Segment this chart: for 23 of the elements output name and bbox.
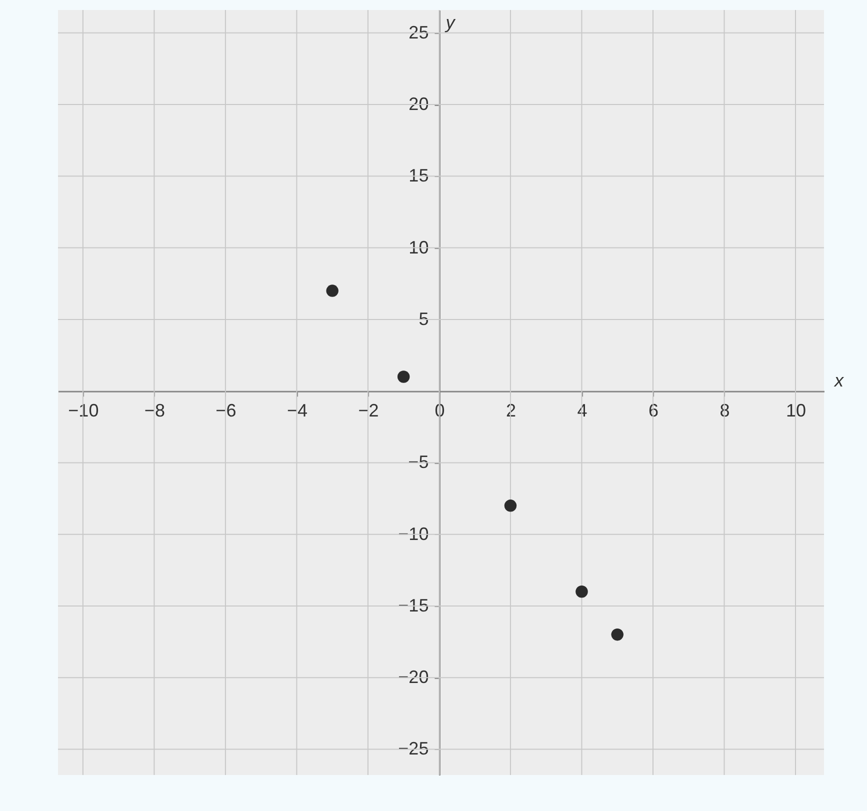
x-tick-label: −6 xyxy=(216,400,236,421)
y-tick-label: −20 xyxy=(398,667,429,688)
y-tick-label: −25 xyxy=(398,738,429,759)
x-tick-label: 8 xyxy=(720,400,730,421)
x-tick-label: 4 xyxy=(577,400,588,421)
y-tick-label: 25 xyxy=(408,22,429,42)
x-tick-label: −2 xyxy=(358,400,379,421)
y-tick-label: −5 xyxy=(408,452,429,472)
x-tick-label: −10 xyxy=(68,400,99,421)
point xyxy=(611,628,624,641)
x-tick-label: −8 xyxy=(144,400,165,421)
y-tick-label: 10 xyxy=(408,237,429,258)
x-axis-title: x xyxy=(834,370,844,391)
point xyxy=(397,370,410,383)
point xyxy=(576,586,588,598)
x-tick-label: 6 xyxy=(648,400,658,421)
point xyxy=(326,284,338,297)
y-axis-title: y xyxy=(444,12,456,32)
y-tick-label: 15 xyxy=(408,166,429,186)
x-tick-label: −4 xyxy=(286,400,308,421)
y-tick-label: 5 xyxy=(418,308,429,329)
point xyxy=(504,500,517,512)
x-tick-label: 10 xyxy=(786,400,806,421)
